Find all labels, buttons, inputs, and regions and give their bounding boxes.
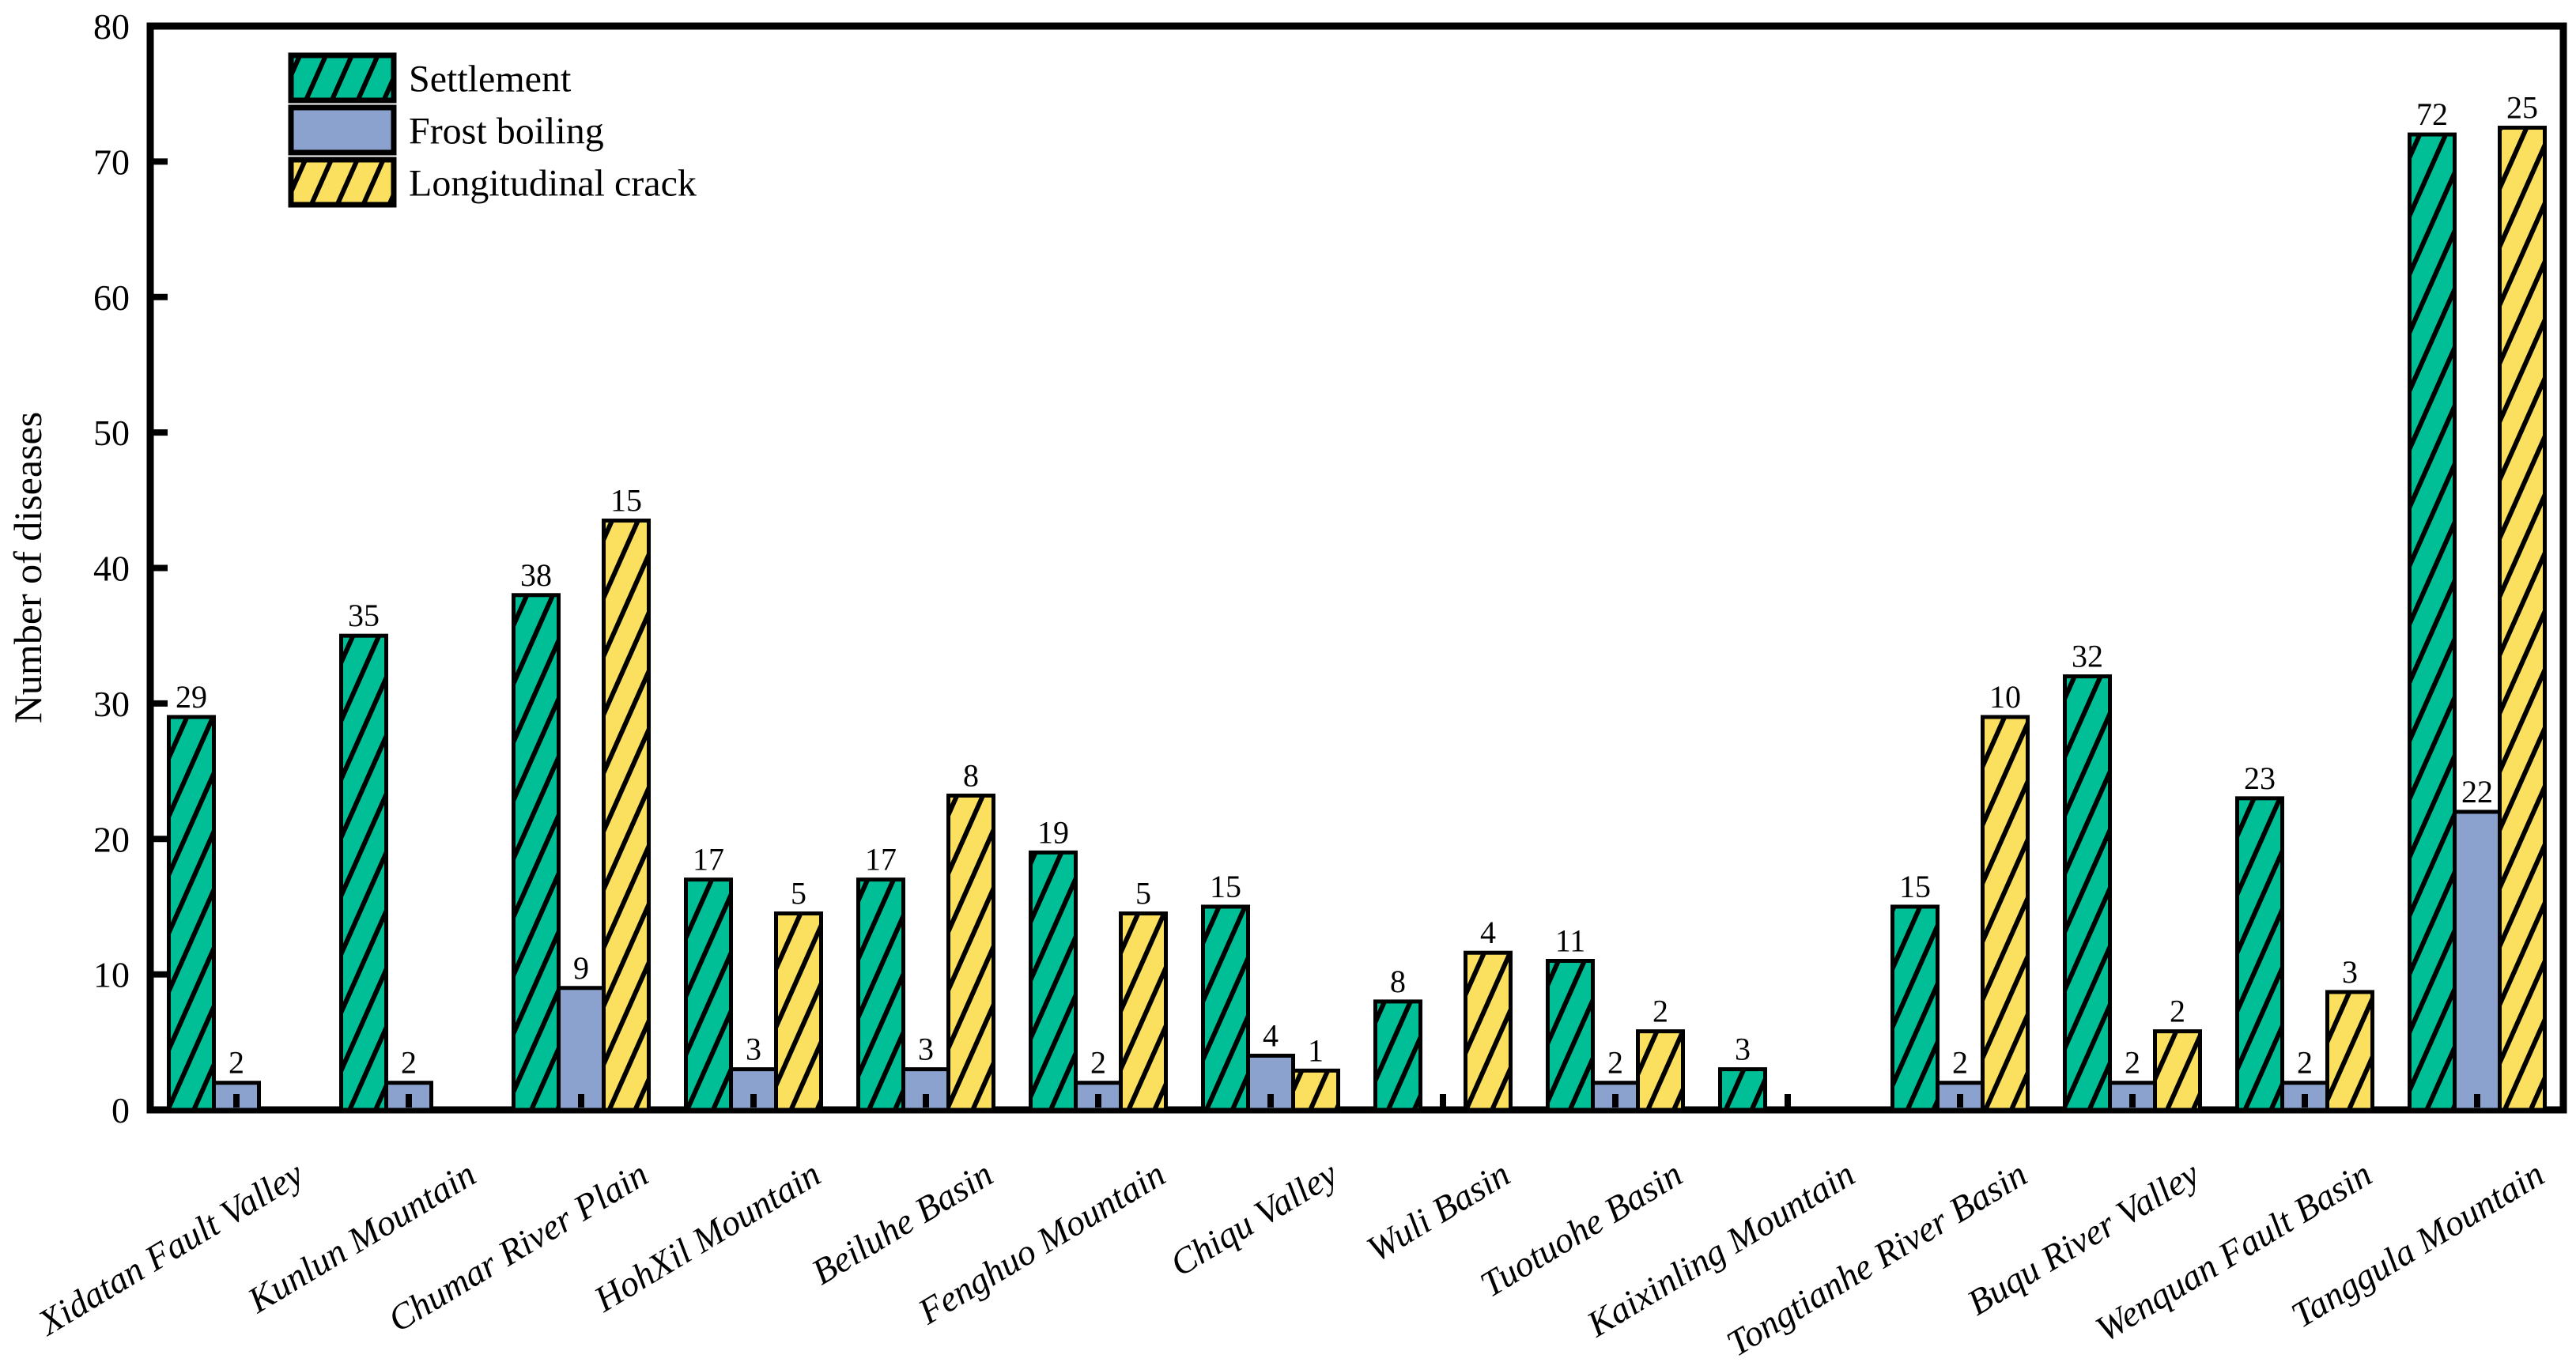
bar-longitudinal-crack-tongtianhe-river-basin xyxy=(1981,715,2030,1112)
x-tick-label-tongtianhe-river-basin: Tongtianhe River Basin xyxy=(1720,1153,2034,1364)
bar-settlement-beiluhe-basin xyxy=(856,877,905,1112)
value-label-longitudinal-crack-wenquan-fault-basin: 3 xyxy=(2342,954,2358,990)
value-label-frost-boiling-hohxil-mountain: 3 xyxy=(746,1032,761,1067)
value-label-longitudinal-crack-tuotuohe-basin: 2 xyxy=(1652,994,1668,1029)
value-label-longitudinal-crack-hohxil-mountain: 5 xyxy=(791,876,806,911)
value-label-settlement-tanggula-mountain: 72 xyxy=(2416,96,2448,132)
bar-settlement-kaixinling-mountain xyxy=(1718,1067,1767,1112)
legend-label-frost-boiling: Frost boiling xyxy=(409,111,604,153)
bar-longitudinal-crack-tanggula-mountain xyxy=(2498,126,2547,1112)
y-tick-label-70: 70 xyxy=(93,142,130,182)
value-label-longitudinal-crack-chiqu-valley: 1 xyxy=(1308,1032,1324,1068)
value-label-longitudinal-crack-wuli-basin: 4 xyxy=(1480,915,1496,950)
value-label-frost-boiling-fenghuo-mountain: 2 xyxy=(1090,1045,1106,1081)
value-label-longitudinal-crack-tanggula-mountain: 25 xyxy=(2506,90,2538,126)
bar-frost-boiling-chumar-river-plain xyxy=(557,986,606,1112)
value-label-settlement-tongtianhe-river-basin: 15 xyxy=(1899,869,1931,904)
y-tick-label-20: 20 xyxy=(93,819,130,859)
value-label-settlement-chumar-river-plain: 38 xyxy=(520,557,552,593)
x-tick-label-wenquan-fault-basin: Wenquan Fault Basin xyxy=(2089,1153,2379,1349)
y-tick-label-50: 50 xyxy=(93,413,130,453)
value-label-frost-boiling-tongtianhe-river-basin: 2 xyxy=(1952,1045,1968,1081)
bar-longitudinal-crack-chiqu-valley xyxy=(1291,1068,1340,1112)
bar-longitudinal-crack-wuli-basin xyxy=(1464,950,1513,1112)
bar-longitudinal-crack-beiluhe-basin xyxy=(946,793,995,1112)
bar-longitudinal-crack-wenquan-fault-basin xyxy=(2325,990,2374,1112)
y-tick-label-0: 0 xyxy=(111,1090,130,1130)
y-tick-label-80: 80 xyxy=(93,6,130,47)
value-label-frost-boiling-tanggula-mountain: 22 xyxy=(2461,774,2493,809)
bar-settlement-tanggula-mountain xyxy=(2408,132,2457,1112)
value-label-settlement-wenquan-fault-basin: 23 xyxy=(2244,760,2276,796)
bar-longitudinal-crack-fenghuo-mountain xyxy=(1119,911,1168,1112)
bar-settlement-wuli-basin xyxy=(1373,999,1422,1112)
bar-settlement-tuotuohe-basin xyxy=(1546,958,1595,1112)
value-label-settlement-beiluhe-basin: 17 xyxy=(865,842,897,877)
bar-longitudinal-crack-hohxil-mountain xyxy=(774,911,823,1112)
value-label-longitudinal-crack-buqu-river-valley: 2 xyxy=(2170,994,2185,1029)
value-label-frost-boiling-beiluhe-basin: 3 xyxy=(918,1032,934,1067)
bar-settlement-kunlun-mountain xyxy=(339,633,388,1112)
y-tick-label-10: 10 xyxy=(93,955,130,995)
value-label-longitudinal-crack-beiluhe-basin: 8 xyxy=(963,757,979,793)
value-label-frost-boiling-buqu-river-valley: 2 xyxy=(2125,1045,2140,1081)
value-label-frost-boiling-tuotuohe-basin: 2 xyxy=(1607,1045,1623,1081)
value-label-frost-boiling-chiqu-valley: 4 xyxy=(1263,1017,1279,1053)
bar-longitudinal-crack-tuotuohe-basin xyxy=(1636,1029,1685,1112)
y-axis-title: Number of diseases xyxy=(6,412,50,723)
value-label-settlement-hohxil-mountain: 17 xyxy=(693,842,724,877)
bar-settlement-buqu-river-valley xyxy=(2063,674,2112,1112)
bar-longitudinal-crack-buqu-river-valley xyxy=(2153,1029,2202,1112)
legend-swatch-longitudinal-crack xyxy=(288,157,397,208)
bar-settlement-wenquan-fault-basin xyxy=(2235,796,2284,1112)
bar-frost-boiling-tanggula-mountain xyxy=(2453,809,2502,1112)
bar-settlement-hohxil-mountain xyxy=(684,877,733,1112)
value-label-settlement-wuli-basin: 8 xyxy=(1390,964,1406,999)
bar-settlement-fenghuo-mountain xyxy=(1029,850,1078,1112)
bar-longitudinal-crack-chumar-river-plain xyxy=(602,519,651,1112)
x-tick-label-wuli-basin: Wuli Basin xyxy=(1360,1153,1517,1270)
value-label-settlement-buqu-river-valley: 32 xyxy=(2072,639,2103,674)
bar-settlement-chumar-river-plain xyxy=(512,593,561,1112)
legend-swatch-settlement xyxy=(288,52,397,104)
legend-label-settlement: Settlement xyxy=(409,58,572,100)
value-label-frost-boiling-xidatan-fault-valley: 2 xyxy=(229,1045,244,1081)
value-label-longitudinal-crack-chumar-river-plain: 15 xyxy=(610,483,642,519)
value-label-frost-boiling-kunlun-mountain: 2 xyxy=(401,1045,417,1081)
y-tick-label-40: 40 xyxy=(93,549,130,589)
bar-settlement-tongtianhe-river-basin xyxy=(1890,904,1940,1112)
legend-swatch-frost-boiling xyxy=(288,104,397,156)
y-tick-label-60: 60 xyxy=(93,277,130,318)
value-label-longitudinal-crack-fenghuo-mountain: 5 xyxy=(1135,876,1151,911)
value-label-settlement-chiqu-valley: 15 xyxy=(1210,869,1241,904)
value-label-frost-boiling-chumar-river-plain: 9 xyxy=(573,950,589,986)
value-label-frost-boiling-wenquan-fault-basin: 2 xyxy=(2297,1045,2313,1081)
value-label-settlement-kaixinling-mountain: 3 xyxy=(1735,1032,1751,1067)
value-label-settlement-kunlun-mountain: 35 xyxy=(348,598,380,633)
value-label-longitudinal-crack-tongtianhe-river-basin: 10 xyxy=(1989,679,2021,715)
bar-settlement-chiqu-valley xyxy=(1201,904,1250,1112)
value-label-settlement-tuotuohe-basin: 11 xyxy=(1555,923,1586,958)
legend-label-longitudinal-crack: Longitudinal crack xyxy=(409,163,697,205)
value-label-settlement-fenghuo-mountain: 19 xyxy=(1037,814,1069,850)
x-tick-label-chiqu-valley: Chiqu Valley xyxy=(1163,1153,1344,1285)
y-tick-label-30: 30 xyxy=(93,684,130,724)
value-label-settlement-xidatan-fault-valley: 29 xyxy=(176,679,207,715)
bar-settlement-xidatan-fault-valley xyxy=(167,715,216,1112)
